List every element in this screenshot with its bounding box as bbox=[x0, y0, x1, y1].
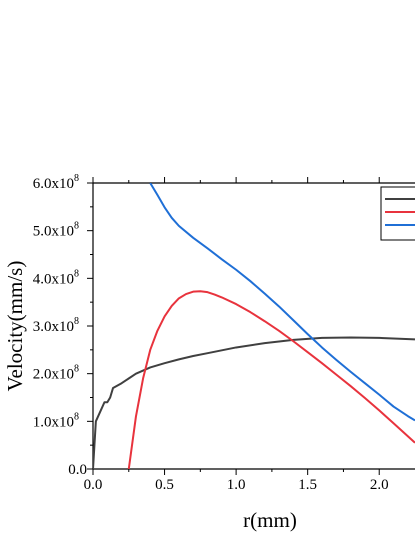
legend-box bbox=[380, 186, 415, 241]
axes bbox=[87, 177, 415, 475]
legend bbox=[380, 186, 415, 241]
x-tick-label: 1.5 bbox=[298, 477, 317, 493]
y-tick-mantissa: 5.0x10 bbox=[33, 224, 74, 240]
y-tick-exponent: 8 bbox=[74, 221, 79, 232]
y-tick-mantissa: 1.0x10 bbox=[33, 414, 74, 430]
x-axis-title: r(mm) bbox=[243, 508, 297, 532]
y-tick-exponent: 8 bbox=[74, 316, 79, 327]
series-line-2 bbox=[127, 290, 415, 469]
x-tick-label: 1.0 bbox=[227, 477, 246, 493]
x-tick-label: 2.0 bbox=[370, 477, 389, 493]
y-tick-label: 4.0x108 bbox=[33, 268, 79, 287]
series-layer bbox=[93, 183, 415, 469]
y-tick-exponent: 8 bbox=[74, 268, 79, 279]
y-tick-label: 0.0 bbox=[68, 462, 87, 478]
x-tick-label: 0.0 bbox=[84, 477, 103, 493]
y-tick-exponent: 8 bbox=[74, 173, 79, 184]
y-tick-label: 1.0x108 bbox=[33, 411, 79, 430]
y-tick-exponent: 8 bbox=[74, 411, 79, 422]
y-tick-exponent: 8 bbox=[74, 364, 79, 375]
y-tick-mantissa: 0.0 bbox=[68, 462, 87, 478]
y-tick-label: 2.0x108 bbox=[33, 364, 79, 383]
y-tick-label: 5.0x108 bbox=[33, 221, 79, 240]
y-tick-mantissa: 2.0x10 bbox=[33, 367, 74, 383]
y-axis-title: Velocity(mm/s) bbox=[3, 261, 27, 392]
y-tick-mantissa: 3.0x10 bbox=[33, 319, 74, 335]
tick-labels: 0.0 0.5 1.0 1.5 2.00.01.0x1082.0x1083.0x1084… bbox=[33, 173, 389, 493]
y-tick-mantissa: 4.0x10 bbox=[33, 271, 74, 287]
series-line-3 bbox=[149, 183, 415, 422]
y-tick-label: 6.0x108 bbox=[33, 173, 79, 192]
series-line-1 bbox=[93, 336, 415, 469]
y-tick-label: 3.0x108 bbox=[33, 316, 79, 335]
x-tick-label: 0.5 bbox=[155, 477, 174, 493]
y-tick-mantissa: 6.0x10 bbox=[33, 176, 74, 192]
